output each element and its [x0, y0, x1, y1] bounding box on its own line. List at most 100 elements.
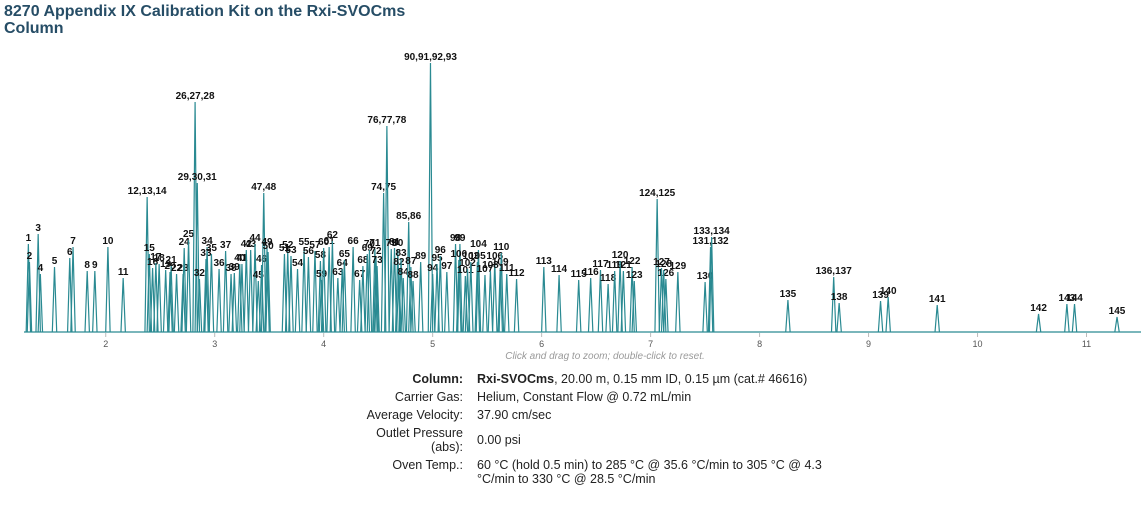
peak — [611, 270, 618, 333]
peak-label: 21 — [166, 255, 178, 266]
peak — [785, 299, 791, 333]
peak — [631, 280, 638, 333]
peak-label: 59 — [316, 269, 328, 280]
peak-label: 71 — [369, 238, 381, 249]
peak — [934, 304, 941, 333]
peak-label: 36 — [214, 258, 226, 269]
peak-label: 96 — [435, 245, 447, 256]
peak-label: 10 — [102, 236, 114, 247]
peak-label: 33 — [200, 248, 212, 259]
zoom-hint: Click and drag to zoom; double-click to … — [505, 351, 705, 362]
peak — [482, 274, 488, 333]
peak — [374, 265, 380, 333]
peak-label: 90,91,92,93 — [404, 52, 457, 63]
peak-label: 127 — [653, 257, 670, 268]
x-tick-label: 7 — [648, 339, 653, 349]
peak-label: 26,27,28 — [176, 91, 215, 102]
peak — [70, 246, 76, 333]
peak — [663, 278, 669, 333]
peak-label: 64 — [337, 258, 349, 269]
peak — [335, 277, 341, 333]
x-tick-label: 6 — [539, 339, 544, 349]
peak-label: 73 — [372, 255, 384, 266]
peak-label: 105 — [469, 251, 486, 262]
peak — [26, 261, 33, 333]
peak — [203, 258, 209, 333]
peak — [877, 300, 884, 333]
method-label: Average Velocity: — [366, 408, 463, 422]
method-value-text: 60 °C (hold 0.5 min) to 285 °C @ 35.6 °C… — [477, 458, 822, 486]
peak-label: 18 — [154, 253, 166, 264]
peak-label: 6 — [67, 247, 73, 258]
peak — [305, 256, 312, 333]
x-tick-label: 11 — [1082, 339, 1091, 349]
peak — [1035, 313, 1042, 333]
method-value-text: 37.90 cm/sec — [477, 408, 552, 422]
peak-label: 128 — [655, 259, 672, 270]
method-value: Helium, Constant Flow @ 0.72 mL/min — [477, 390, 822, 404]
x-tick-label: 4 — [321, 339, 326, 349]
peak-label: 124,125 — [639, 188, 676, 199]
x-tick-label: 8 — [757, 339, 762, 349]
method-value: 60 °C (hold 0.5 min) to 285 °C @ 35.6 °C… — [477, 458, 822, 486]
peak — [222, 250, 229, 333]
peak-label: 38 — [225, 263, 237, 274]
peak — [1071, 303, 1078, 333]
peak — [120, 277, 126, 333]
peak — [429, 273, 436, 333]
peak — [605, 283, 611, 333]
peak — [456, 259, 462, 333]
peak — [185, 239, 192, 333]
peak — [830, 276, 837, 333]
peak — [587, 277, 594, 333]
peak-label: 58 — [315, 250, 327, 261]
peak — [620, 270, 627, 333]
peak-label: 55 — [299, 237, 311, 248]
peak — [658, 267, 665, 333]
peak-label: 112 — [508, 268, 525, 279]
peak-label: 3 — [35, 223, 41, 234]
peak — [462, 275, 469, 333]
peak-label: 74,75 — [371, 182, 396, 193]
peak — [168, 265, 174, 333]
peak — [468, 261, 474, 333]
peak-label: 43 — [245, 239, 257, 250]
peak — [264, 247, 270, 333]
peak — [236, 263, 243, 333]
peak — [341, 259, 348, 333]
peak-label: 121 — [615, 260, 632, 271]
method-value-text: Helium, Constant Flow @ 0.72 mL/min — [477, 390, 692, 404]
peak-label: 140 — [880, 286, 897, 297]
peak-label: 34 — [202, 236, 214, 247]
peak — [247, 249, 254, 333]
peak-label: 25 — [183, 229, 195, 240]
peak — [329, 240, 336, 333]
peak-label: 82 — [393, 257, 405, 268]
peak — [301, 247, 307, 333]
peak-label: 145 — [1109, 306, 1126, 317]
peak-label: 142 — [1030, 303, 1047, 314]
peak-label: 19 — [160, 259, 172, 270]
peak — [216, 268, 222, 333]
peak — [181, 247, 187, 333]
method-label: Oven Temp.: — [392, 458, 463, 472]
peak-label: 11 — [118, 267, 129, 278]
peak-label: 143 — [1059, 293, 1076, 304]
peak — [162, 269, 169, 333]
peak-label: 57 — [309, 240, 321, 251]
peak-label: 107 — [477, 264, 494, 275]
peak-label: 133,134 — [694, 226, 731, 237]
peak-label: 8 — [84, 260, 90, 271]
peak-label: 7 — [70, 236, 76, 247]
peak — [167, 271, 173, 333]
peak — [391, 247, 398, 333]
peak — [239, 263, 245, 333]
method-value-text: 0.00 psi — [477, 433, 521, 447]
peak-label: 100 — [450, 249, 467, 260]
peak-label: 88 — [407, 270, 419, 281]
x-tick-label: 5 — [430, 339, 435, 349]
peak-label: 51 — [279, 243, 291, 254]
peak-label: 42 — [241, 239, 253, 250]
method-table: Column: Rxi-SVOCms, 20.00 m, 0.15 mm ID, … — [300, 372, 822, 486]
